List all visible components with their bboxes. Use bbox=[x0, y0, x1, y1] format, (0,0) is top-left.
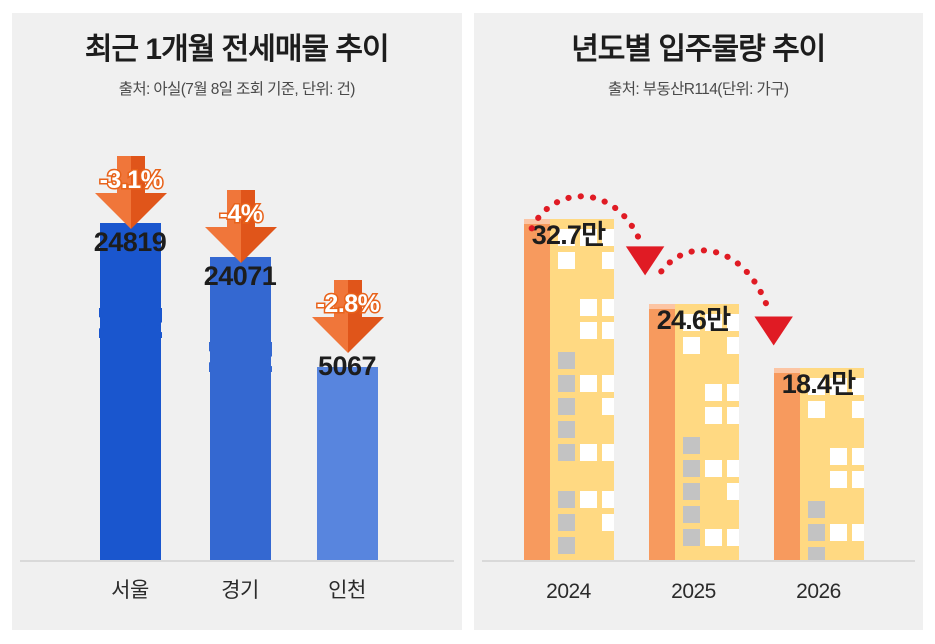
left-panel-header: 최근 1개월 전세매물 추이 출처: 아실(7월 8일 조회 기준, 단위: 건… bbox=[12, 13, 462, 99]
right-panel-move-in-supply: 년도별 입주물량 추이 출처: 부동산R114(단위: 가구) bbox=[473, 13, 924, 630]
bar-value-incheon: 5067 bbox=[317, 351, 377, 381]
left-panel-title: 최근 1개월 전세매물 추이 bbox=[84, 33, 390, 66]
building-value-2026: 18.4만 bbox=[781, 369, 856, 399]
building-bar-2024[interactable] bbox=[523, 219, 614, 560]
left-panel-source: 출처: 아실(7월 8일 조회 기준, 단위: 건) bbox=[118, 80, 356, 98]
right-panel-header: 년도별 입주물량 추이 출처: 부동산R114(단위: 가구) bbox=[474, 13, 924, 99]
left-chart-baseline bbox=[20, 560, 454, 562]
bar-value-gyeonggi: 24071 bbox=[203, 261, 277, 291]
building-bar-2026[interactable] bbox=[773, 368, 864, 560]
left-panel-jeonse-listings: 최근 1개월 전세매물 추이 출처: 아실(7월 8일 조회 기준, 단위: 건… bbox=[12, 13, 462, 630]
category-label-seoul: 서울 bbox=[111, 579, 149, 602]
bar-break-mark-gyeonggi bbox=[209, 342, 272, 372]
building-facade-2024 bbox=[549, 219, 614, 560]
change-arrow-seoul: -3.1% bbox=[91, 156, 171, 229]
right-chart-plot-area: 32.7만 bbox=[474, 13, 924, 630]
year-label-2026: 2026 bbox=[796, 580, 841, 603]
bar-gyeonggi[interactable] bbox=[209, 257, 272, 560]
change-arrow-incheon: -2.8% bbox=[308, 280, 388, 353]
change-label-gyeonggi: -4% bbox=[218, 199, 264, 230]
bar-incheon[interactable] bbox=[317, 367, 378, 560]
building-accent-strip-2025 bbox=[648, 304, 675, 560]
bar-seoul[interactable] bbox=[99, 223, 162, 560]
category-label-gyeonggi: 경기 bbox=[221, 579, 259, 602]
right-panel-title: 년도별 입주물량 추이 bbox=[571, 33, 826, 66]
right-panel-source: 출처: 부동산R114(단위: 가구) bbox=[608, 80, 789, 98]
change-label-seoul: -3.1% bbox=[98, 165, 164, 196]
building-accent-strip-2024 bbox=[523, 219, 550, 560]
category-label-incheon: 인천 bbox=[328, 579, 366, 602]
right-chart-baseline bbox=[481, 560, 915, 562]
bar-break-mark-seoul bbox=[99, 308, 162, 338]
building-bar-2025[interactable] bbox=[648, 304, 739, 560]
change-arrow-gyeonggi: -4% bbox=[201, 190, 281, 263]
year-label-2024: 2024 bbox=[546, 580, 591, 603]
bar-value-seoul: 24819 bbox=[93, 227, 167, 257]
building-value-2025: 24.6만 bbox=[656, 305, 731, 335]
building-facade-2026 bbox=[799, 368, 864, 560]
change-label-incheon: -2.8% bbox=[315, 289, 381, 320]
building-facade-2025 bbox=[674, 304, 739, 560]
building-accent-strip-2026 bbox=[773, 368, 800, 560]
building-strip-cap-2026 bbox=[773, 368, 800, 373]
building-value-2024: 32.7만 bbox=[531, 220, 606, 250]
left-chart-plot-area: 24819 -3.1% 24071 bbox=[12, 13, 462, 630]
year-label-2025: 2025 bbox=[671, 580, 716, 603]
